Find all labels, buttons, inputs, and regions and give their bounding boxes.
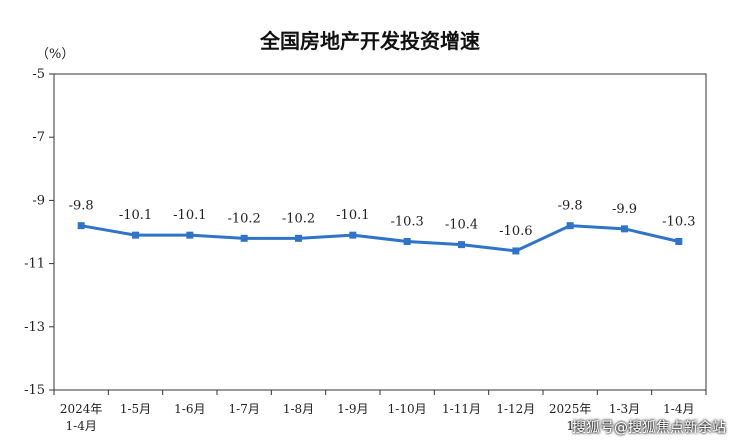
- data-label-7: -10.4: [445, 218, 478, 233]
- data-point-3: [240, 234, 248, 242]
- x-tick-label-10-0: 1-3月: [609, 402, 640, 416]
- x-axis-ticks: 2024年 1-4月 1-5月 1-6月 1-7月 1-8月 1-9月 1-10月 1-11月 1…: [53, 390, 707, 433]
- data-point-0: [77, 222, 85, 230]
- data-label-4: -10.2: [282, 211, 315, 226]
- data-point-11: [675, 237, 683, 245]
- x-tick-label-6-0: 1-10月: [388, 402, 427, 416]
- y-tick-label-1: -7: [32, 130, 45, 145]
- data-label-11: -10.3: [662, 214, 695, 229]
- x-tick-label-11-0: 1-4月: [663, 402, 694, 416]
- x-tick-label-3-0: 1-7月: [229, 402, 260, 416]
- data-point-6: [403, 237, 411, 245]
- data-points: [77, 222, 683, 255]
- data-label-0: -9.8: [69, 199, 94, 214]
- data-point-4: [295, 234, 302, 242]
- data-point-10: [621, 225, 628, 233]
- data-labels: -9.8 -10.1 -10.1 -10.2 -10.2 -10.1 -10.3 -10.4 -…: [69, 199, 696, 239]
- y-axis-unit-label: （%）: [36, 47, 74, 62]
- x-tick-label-0-0: 2024年: [60, 402, 103, 416]
- data-point-1: [132, 231, 139, 239]
- data-label-9: -9.8: [558, 199, 583, 214]
- data-point-5: [349, 231, 357, 239]
- x-tick-label-8-0: 1-12月: [496, 402, 535, 416]
- data-point-9: [566, 222, 574, 230]
- data-label-2: -10.1: [173, 208, 206, 223]
- x-tick-label-2-0: 1-6月: [174, 402, 205, 416]
- data-point-7: [458, 241, 465, 249]
- data-label-10: -9.9: [612, 202, 637, 217]
- watermark: 搜狐号@搜狐焦点新余站: [572, 420, 726, 436]
- x-tick-label-1-0: 1-5月: [120, 402, 151, 416]
- y-tick-label-4: -13: [24, 320, 45, 335]
- y-tick-label-0: -5: [32, 67, 45, 82]
- x-tick-label-5-0: 1-9月: [337, 402, 368, 416]
- data-label-1: -10.1: [119, 208, 152, 223]
- x-tick-label-9-1: 1: [566, 419, 574, 433]
- plot-area-frame: [53, 73, 707, 391]
- data-point-8: [512, 247, 520, 255]
- y-tick-label-5: -15: [24, 383, 45, 398]
- data-label-8: -10.6: [499, 224, 532, 239]
- data-point-2: [186, 231, 194, 239]
- y-axis-ticks: -5 -7 -9 -11 -13 -15: [24, 67, 54, 398]
- series-line: [80, 224, 680, 253]
- data-label-6: -10.3: [390, 214, 423, 229]
- data-label-5: -10.1: [336, 208, 369, 223]
- x-tick-label-0-1: 1-4月: [66, 419, 97, 433]
- y-tick-label-3: -11: [24, 257, 45, 272]
- x-tick-label-9-0: 2025年: [549, 402, 592, 416]
- y-tick-label-2: -9: [32, 193, 45, 208]
- chart-title: 全国房地产开发投资增速: [259, 29, 480, 53]
- x-tick-label-4-0: 1-8月: [283, 402, 314, 416]
- data-label-3: -10.2: [227, 211, 260, 226]
- x-tick-label-7-0: 1-11月: [442, 402, 481, 416]
